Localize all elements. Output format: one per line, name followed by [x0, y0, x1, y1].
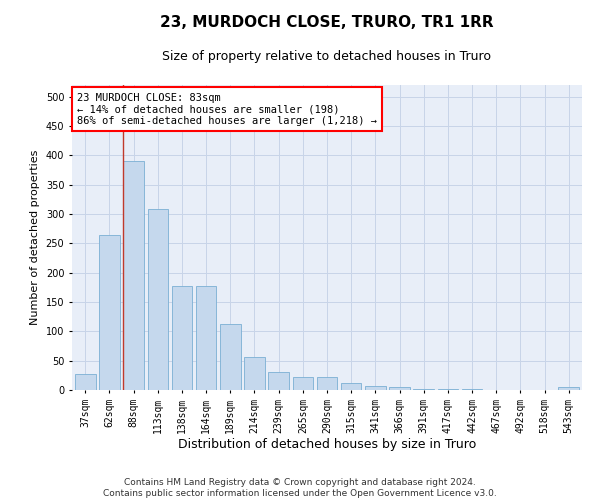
Bar — [341, 383, 361, 390]
Bar — [559, 387, 579, 390]
Bar — [365, 386, 386, 390]
Text: Contains HM Land Registry data © Crown copyright and database right 2024.
Contai: Contains HM Land Registry data © Crown c… — [103, 478, 497, 498]
Text: Size of property relative to detached houses in Truro: Size of property relative to detached ho… — [163, 50, 491, 63]
Bar — [75, 374, 95, 390]
Bar — [268, 372, 289, 390]
Bar — [148, 210, 168, 390]
Bar — [220, 324, 241, 390]
Text: 23 MURDOCH CLOSE: 83sqm
← 14% of detached houses are smaller (198)
86% of semi-d: 23 MURDOCH CLOSE: 83sqm ← 14% of detache… — [77, 92, 377, 126]
Bar — [99, 234, 120, 390]
Bar — [413, 389, 434, 390]
Bar — [244, 356, 265, 390]
X-axis label: Distribution of detached houses by size in Truro: Distribution of detached houses by size … — [178, 438, 476, 452]
Bar — [293, 377, 313, 390]
Text: 23, MURDOCH CLOSE, TRURO, TR1 1RR: 23, MURDOCH CLOSE, TRURO, TR1 1RR — [160, 15, 494, 30]
Bar — [389, 387, 410, 390]
Bar — [317, 377, 337, 390]
Bar — [124, 161, 144, 390]
Bar — [172, 286, 192, 390]
Bar — [196, 286, 217, 390]
Y-axis label: Number of detached properties: Number of detached properties — [30, 150, 40, 325]
